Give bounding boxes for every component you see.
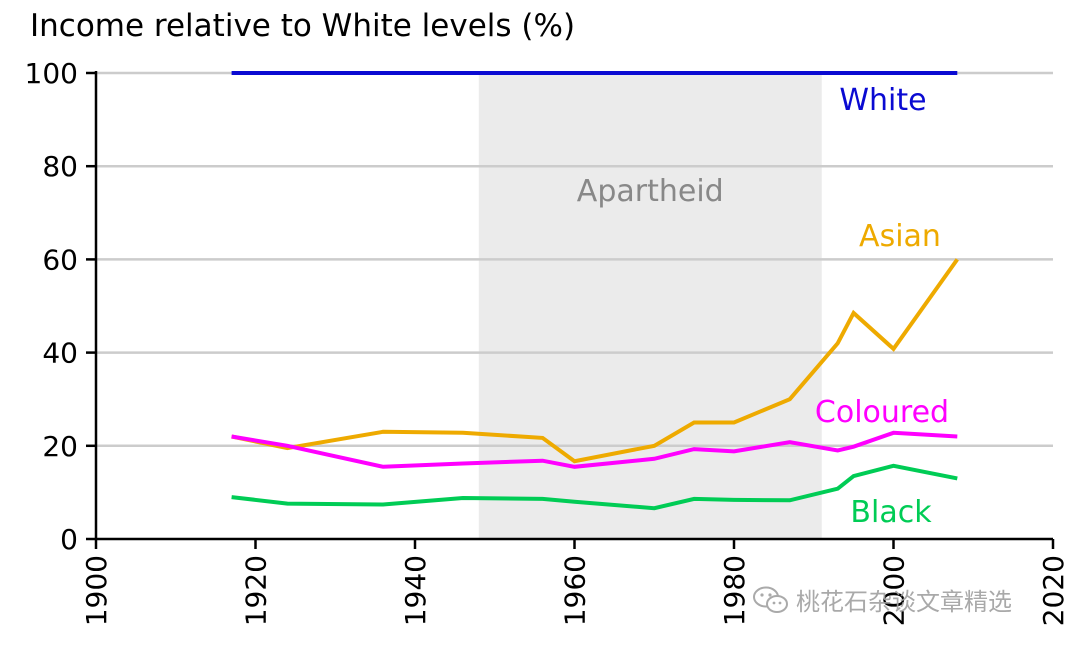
apartheid-band — [478, 73, 822, 539]
y-tick-label: 100 — [25, 57, 78, 90]
y-tick-label: 60 — [42, 243, 78, 276]
x-tick-label: 1980 — [718, 555, 751, 626]
series-label-coloured: Coloured — [815, 395, 949, 430]
y-tick-label: 40 — [42, 337, 78, 370]
grid-layer — [96, 71, 1053, 448]
apartheid-label: Apartheid — [577, 174, 724, 209]
axis-layer: 0 20 40 60 80 100 1900 1920 1940 1960 1980 2000 2020 — [25, 57, 1070, 626]
series-line-coloured — [231, 430, 958, 469]
series-label-asian: Asian — [859, 219, 941, 254]
x-tick-label: 2000 — [878, 555, 911, 626]
y-tick-label: 20 — [42, 430, 78, 463]
x-tick-label: 1960 — [559, 555, 592, 626]
series-line-black — [231, 463, 958, 511]
x-tick-label: 1920 — [240, 555, 273, 626]
watermark: 桃花石杂谈文章精选 — [752, 582, 1012, 617]
apartheid-band-layer — [478, 73, 822, 539]
series-label-black: Black — [850, 495, 932, 530]
y-tick-label: 80 — [42, 150, 78, 183]
x-tick-label: 2020 — [1037, 555, 1070, 626]
wechat-icon — [753, 586, 788, 613]
watermark-text: 桃花石杂谈文章精选 — [796, 588, 1012, 616]
chart-title: Income relative to White levels (%) — [30, 8, 576, 44]
series-label-white: White — [839, 83, 926, 118]
label-layer: Apartheid White Asian Coloured Black — [577, 83, 949, 530]
series-line-asian — [231, 258, 959, 464]
y-tick-label: 0 — [60, 523, 78, 556]
x-tick-label: 1940 — [399, 555, 432, 626]
x-tick-label: 1900 — [80, 555, 113, 626]
series-layer — [231, 71, 959, 511]
